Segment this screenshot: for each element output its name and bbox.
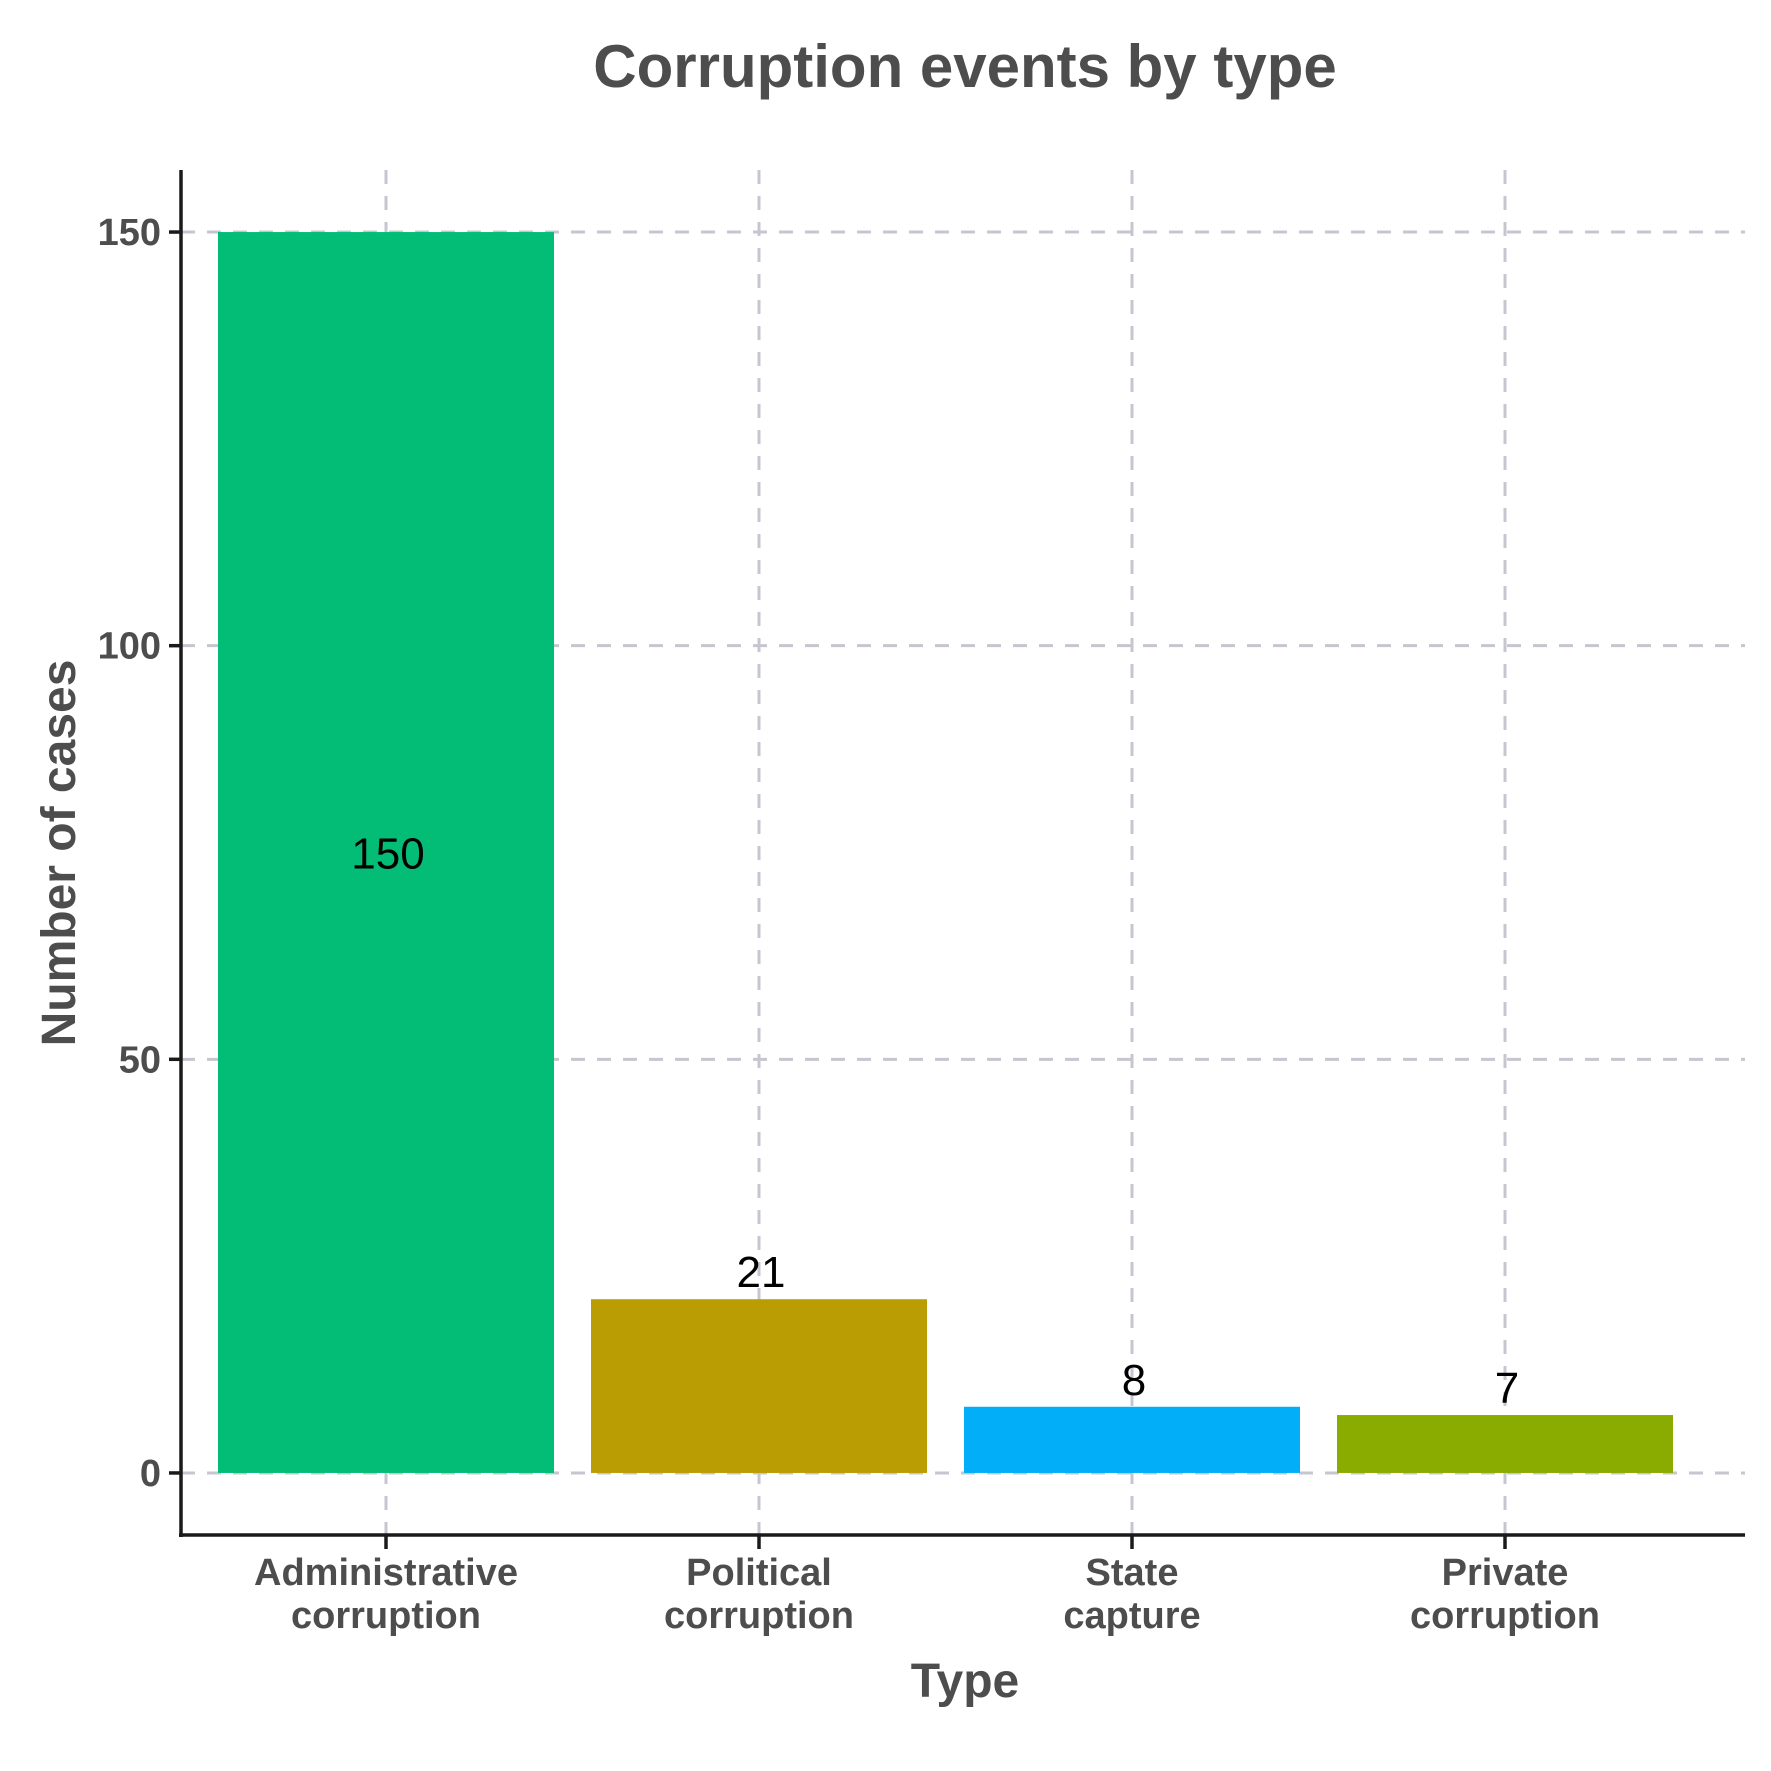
chart-title: Corruption events by type (593, 33, 1336, 100)
bar (591, 1299, 927, 1473)
x-tick-label: Private corruption (1410, 1552, 1600, 1637)
x-tick-label: State capture (1063, 1552, 1200, 1637)
x-tick-label-line: State (1086, 1552, 1179, 1594)
x-tick-label-line: corruption (1410, 1595, 1600, 1637)
y-tick-label: 50 (119, 1039, 161, 1081)
bar-value-label: 8 (1122, 1356, 1146, 1405)
value-labels: 150 21 8 7 (351, 830, 1519, 1414)
y-tick-label: 0 (140, 1453, 161, 1495)
x-axis-title: Type (911, 1655, 1019, 1708)
bar-value-label: 7 (1495, 1364, 1519, 1413)
x-tick-label-line: Administrative (254, 1552, 518, 1594)
x-tick-label-line: capture (1063, 1595, 1200, 1637)
bar (964, 1406, 1300, 1473)
x-tick-label-line: Political (686, 1552, 832, 1594)
x-tick-label: Political corruption (664, 1552, 854, 1637)
bar-value-label: 21 (737, 1248, 786, 1297)
x-tick-label: Administrative corruption (254, 1552, 518, 1637)
x-tick-label-line: corruption (291, 1595, 481, 1637)
bars (218, 232, 1673, 1473)
bar (1337, 1415, 1673, 1473)
bar-value-label: 150 (351, 830, 424, 879)
x-tick-label-line: corruption (664, 1595, 854, 1637)
y-axis-ticks: 0 50 100 150 (98, 212, 181, 1495)
y-tick-label: 150 (98, 212, 161, 254)
x-tick-label-line: Private (1442, 1552, 1569, 1594)
y-axis-title: Number of cases (33, 660, 86, 1047)
y-tick-label: 100 (98, 626, 161, 668)
bar (218, 232, 554, 1473)
